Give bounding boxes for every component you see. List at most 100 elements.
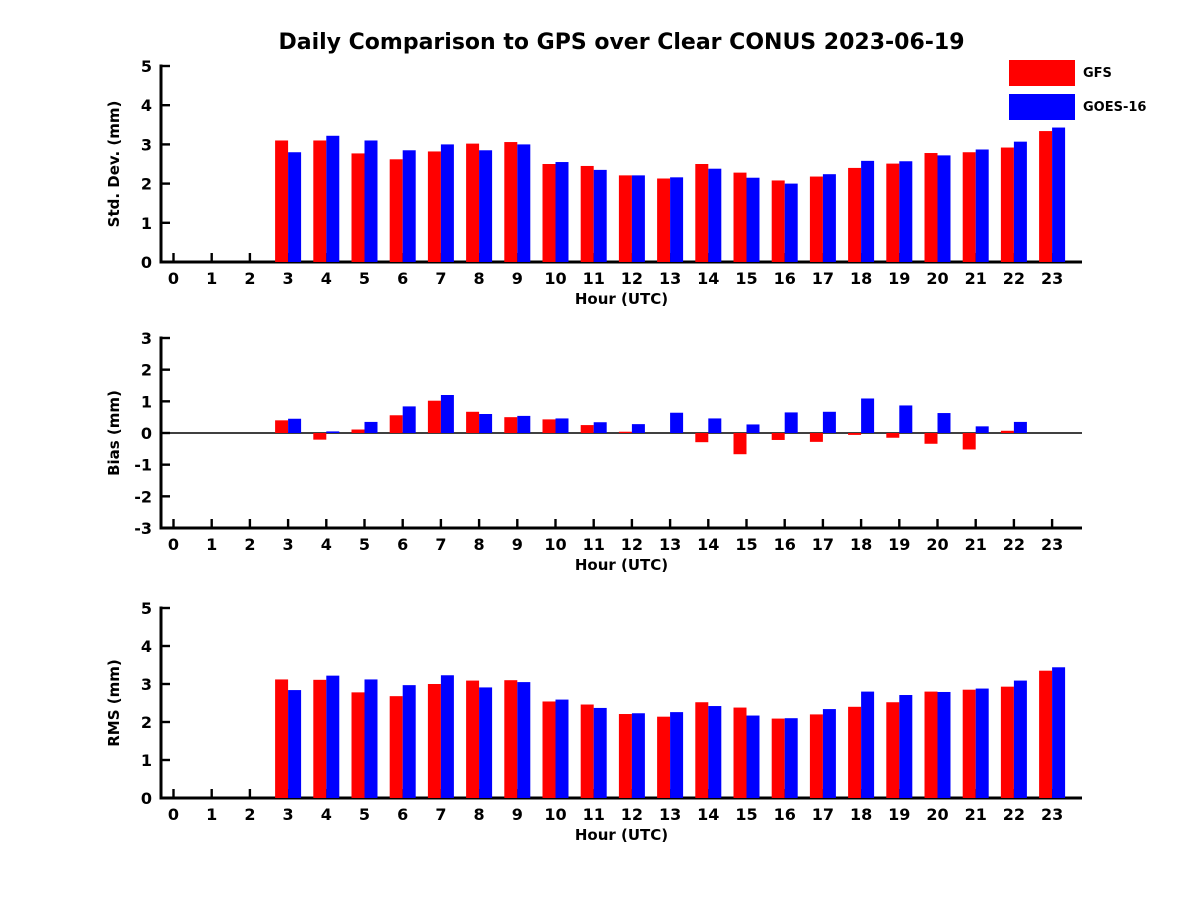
bar-goes16-hour-8 — [479, 687, 493, 798]
bar-gfs-hour-5 — [351, 153, 365, 262]
bar-gfs-hour-8 — [466, 411, 480, 433]
bar-gfs-hour-19 — [886, 163, 900, 262]
chart-title: Daily Comparison to GPS over Clear CONUS… — [278, 30, 965, 55]
x-tick-label: 23 — [1041, 269, 1063, 288]
x-axis-label: Hour (UTC) — [575, 290, 668, 308]
bar-gfs-hour-5 — [351, 692, 365, 798]
bar-goes16-hour-4 — [326, 135, 340, 262]
bar-goes16-hour-10 — [555, 418, 569, 433]
y-tick-label: 5 — [141, 599, 152, 618]
bar-gfs-hour-17 — [809, 433, 823, 442]
bar-goes16-hour-12 — [631, 424, 645, 433]
bar-goes16-hour-3 — [288, 418, 302, 433]
x-tick-label: 5 — [359, 805, 370, 824]
bar-goes16-hour-6 — [402, 150, 416, 262]
bar-gfs-hour-10 — [542, 164, 556, 262]
bar-gfs-hour-19 — [886, 702, 900, 798]
bar-gfs-hour-17 — [809, 176, 823, 262]
bar-goes16-hour-10 — [555, 699, 569, 798]
bar-goes16-hour-11 — [593, 707, 607, 798]
bar-goes16-hour-3 — [288, 152, 302, 262]
x-tick-label: 21 — [965, 535, 987, 554]
bar-gfs-hour-8 — [466, 680, 480, 798]
bar-goes16-hour-16 — [784, 718, 798, 798]
bar-gfs-hour-22 — [1000, 430, 1014, 433]
x-tick-label: 20 — [926, 805, 948, 824]
bar-goes16-hour-9 — [517, 415, 531, 433]
bar-gfs-hour-9 — [504, 680, 518, 798]
bar-goes16-hour-11 — [593, 422, 607, 433]
bar-gfs-hour-22 — [1000, 686, 1014, 798]
x-tick-label: 14 — [697, 269, 719, 288]
bar-gfs-hour-9 — [504, 142, 518, 262]
x-tick-label: 4 — [321, 535, 332, 554]
x-tick-label: 13 — [659, 535, 681, 554]
bar-gfs-hour-6 — [389, 159, 403, 262]
x-tick-label: 15 — [735, 805, 757, 824]
y-tick-label: 3 — [141, 135, 152, 154]
bar-gfs-hour-4 — [313, 679, 327, 798]
x-tick-label: 15 — [735, 269, 757, 288]
y-tick-label: 2 — [141, 361, 152, 380]
bar-goes16-hour-14 — [708, 418, 722, 433]
x-tick-label: 20 — [926, 535, 948, 554]
bar-gfs-hour-18 — [848, 167, 862, 262]
bar-gfs-hour-18 — [848, 433, 862, 435]
x-tick-label: 8 — [474, 805, 485, 824]
x-tick-label: 22 — [1003, 269, 1025, 288]
bar-goes16-hour-19 — [899, 161, 913, 262]
bar-goes16-hour-4 — [326, 431, 340, 433]
x-tick-label: 23 — [1041, 535, 1063, 554]
bar-gfs-hour-17 — [809, 714, 823, 798]
legend: GFS GOES-16 — [1009, 60, 1146, 120]
bar-goes16-hour-13 — [670, 712, 684, 798]
y-tick-label: 0 — [141, 253, 152, 272]
x-tick-label: 3 — [283, 269, 294, 288]
y-tick-label: 1 — [141, 214, 152, 233]
bar-gfs-hour-3 — [275, 679, 289, 798]
bar-gfs-hour-13 — [657, 716, 671, 798]
x-tick-label: 22 — [1003, 535, 1025, 554]
x-tick-label: 5 — [359, 269, 370, 288]
x-tick-label: 20 — [926, 269, 948, 288]
x-tick-label: 10 — [544, 535, 566, 554]
x-axis-label: Hour (UTC) — [575, 556, 668, 574]
bar-gfs-hour-5 — [351, 429, 365, 433]
bar-goes16-hour-7 — [440, 144, 454, 262]
x-tick-label: 3 — [283, 535, 294, 554]
x-tick-label: 17 — [812, 805, 834, 824]
bar-gfs-hour-6 — [389, 696, 403, 798]
x-tick-label: 5 — [359, 535, 370, 554]
bar-gfs-hour-16 — [771, 433, 785, 440]
bar-goes16-hour-8 — [479, 150, 493, 262]
x-tick-label: 12 — [621, 269, 643, 288]
y-tick-label: 2 — [141, 713, 152, 732]
bar-goes16-hour-8 — [479, 414, 493, 433]
bar-goes16-hour-20 — [937, 155, 951, 262]
x-tick-label: 10 — [544, 269, 566, 288]
bar-goes16-hour-18 — [861, 398, 875, 433]
x-axis-label: Hour (UTC) — [575, 826, 668, 844]
x-tick-label: 15 — [735, 535, 757, 554]
bar-gfs-hour-11 — [580, 704, 594, 798]
x-tick-label: 8 — [474, 535, 485, 554]
x-tick-label: 4 — [321, 805, 332, 824]
bar-goes16-hour-5 — [364, 421, 378, 433]
y-tick-label: 5 — [141, 57, 152, 76]
bar-goes16-hour-5 — [364, 679, 378, 798]
x-tick-label: 10 — [544, 805, 566, 824]
bar-goes16-hour-13 — [670, 177, 684, 262]
y-tick-label: 3 — [141, 329, 152, 348]
bar-gfs-hour-13 — [657, 178, 671, 262]
bar-goes16-hour-5 — [364, 140, 378, 262]
bar-goes16-hour-6 — [402, 685, 416, 798]
bar-goes16-hour-19 — [899, 405, 913, 433]
y-tick-label: 2 — [141, 175, 152, 194]
x-tick-label: 8 — [474, 269, 485, 288]
bar-gfs-hour-14 — [695, 702, 709, 798]
bar-gfs-hour-22 — [1000, 147, 1014, 262]
